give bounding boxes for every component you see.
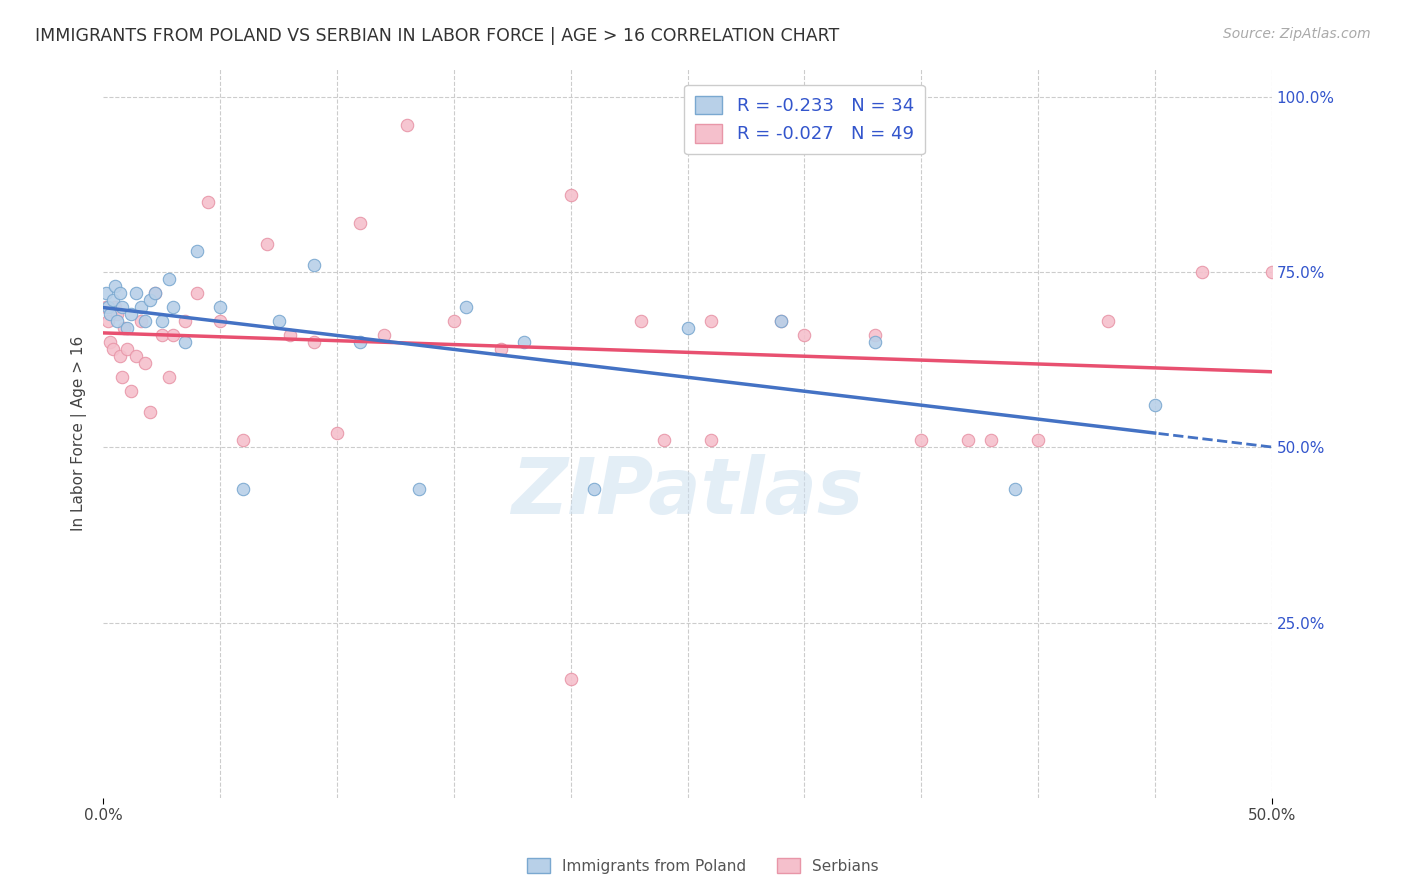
Point [157,370,180,384]
Point [513,335,536,350]
Point [186,285,208,300]
Text: IMMIGRANTS FROM POLAND VS SERBIAN IN LABOR FORCE | AGE > 16 CORRELATION CHART: IMMIGRANTS FROM POLAND VS SERBIAN IN LAB… [35,27,839,45]
Point [111,370,134,384]
Point [129,300,152,314]
Point [111,300,134,314]
Point [349,216,371,230]
Point [232,434,254,448]
Text: ZIPatlas: ZIPatlas [512,454,863,530]
Point [349,335,371,350]
Point [98,335,121,350]
Point [101,342,124,356]
Point [770,314,793,328]
Point [652,434,675,448]
Point [302,335,325,350]
Point [134,314,156,328]
Point [454,300,477,314]
Y-axis label: In Labor Force | Age > 16: In Labor Force | Age > 16 [72,335,87,531]
Point [174,314,197,328]
Legend: Immigrants from Poland, Serbians: Immigrants from Poland, Serbians [522,852,884,880]
Point [793,328,815,343]
Point [267,314,290,328]
Point [186,244,208,258]
Point [104,300,127,314]
Point [1261,265,1284,279]
Point [489,342,512,356]
Point [104,279,127,293]
Point [396,118,419,132]
Point [162,300,184,314]
Point [910,434,932,448]
Point [108,285,131,300]
Point [197,194,219,209]
Point [560,672,582,686]
Text: Source: ZipAtlas.com: Source: ZipAtlas.com [1223,27,1371,41]
Point [98,307,121,321]
Point [980,434,1002,448]
Point [97,314,120,328]
Point [115,342,138,356]
Point [209,314,232,328]
Point [112,321,135,335]
Point [120,384,142,399]
Point [302,258,325,272]
Point [630,314,652,328]
Point [125,285,148,300]
Point [1004,483,1026,497]
Point [139,293,162,307]
Legend: R = -0.233   N = 34, R = -0.027   N = 49: R = -0.233 N = 34, R = -0.027 N = 49 [685,85,925,154]
Point [150,328,173,343]
Point [443,314,465,328]
Point [278,328,301,343]
Point [115,321,138,335]
Point [560,187,582,202]
Point [770,314,793,328]
Point [326,426,349,441]
Point [1097,314,1119,328]
Point [129,314,152,328]
Point [134,356,156,370]
Point [157,272,180,286]
Point [957,434,980,448]
Point [105,314,128,328]
Point [700,434,723,448]
Point [108,349,131,363]
Point [97,300,120,314]
Point [94,285,117,300]
Point [143,285,166,300]
Point [583,483,606,497]
Point [1144,398,1167,412]
Point [676,321,699,335]
Point [101,293,124,307]
Point [150,314,173,328]
Point [120,307,142,321]
Point [700,314,723,328]
Point [139,405,162,419]
Point [863,328,886,343]
Point [1026,434,1049,448]
Point [94,300,117,314]
Point [143,285,166,300]
Point [408,483,430,497]
Point [373,328,395,343]
Point [162,328,184,343]
Point [174,335,197,350]
Point [105,307,128,321]
Point [232,483,254,497]
Point [256,236,278,251]
Point [209,300,232,314]
Point [1191,265,1213,279]
Point [125,349,148,363]
Point [863,335,886,350]
